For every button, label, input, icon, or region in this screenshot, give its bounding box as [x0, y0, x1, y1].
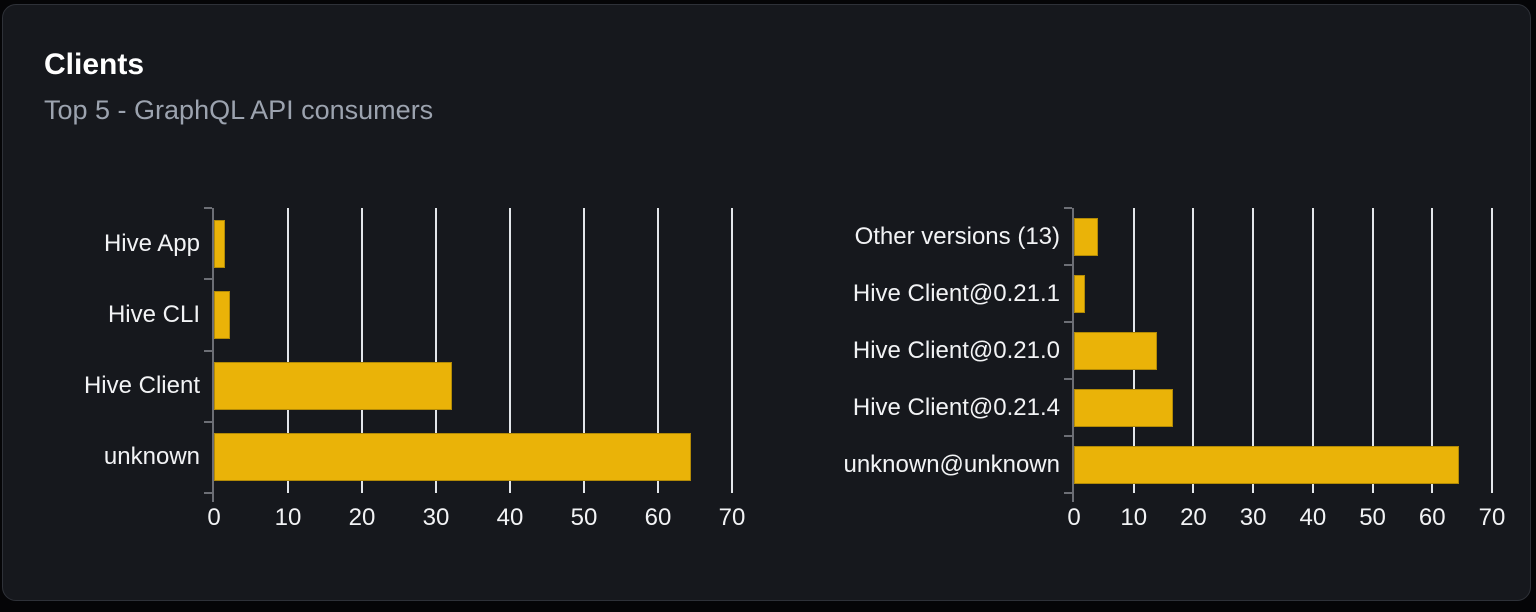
x-tick-label: 70: [1478, 504, 1506, 531]
card-subtitle: Top 5 - GraphQL API consumers: [44, 95, 434, 125]
category-label: Hive Client@0.21.1: [852, 280, 1060, 307]
y-axis-tick: [1064, 264, 1072, 266]
x-tick-label: 40: [1299, 504, 1327, 531]
bar[interactable]: [214, 291, 230, 339]
y-axis-line: [212, 208, 214, 502]
gridline: [435, 208, 437, 493]
category-label: Hive Client@0.21.0: [852, 337, 1060, 364]
x-tick-label: 30: [422, 504, 450, 531]
bar[interactable]: [1074, 389, 1173, 427]
gridline: [1491, 208, 1493, 493]
y-axis-tick: [1064, 207, 1072, 209]
x-tick-label: 50: [570, 504, 598, 531]
x-tick-label: 10: [1120, 504, 1148, 531]
gridline: [1252, 208, 1255, 493]
category-label: unknown@unknown: [843, 451, 1060, 478]
bar[interactable]: [214, 362, 452, 410]
gridline: [1371, 208, 1374, 493]
bar[interactable]: [214, 220, 225, 268]
category-label: Hive Client: [83, 372, 200, 399]
category-label: Hive CLI: [107, 301, 200, 328]
y-axis-tick: [204, 278, 212, 280]
gridline: [583, 208, 585, 493]
bar[interactable]: [1074, 275, 1085, 313]
bar[interactable]: [214, 433, 691, 481]
clients-by-name-chart: Hive App Hive CLI Hive Client unknown 0 10 20 3…: [3, 5, 1530, 600]
card-title: Clients: [44, 48, 145, 81]
clients-by-version-chart: Other versions (13) Hive Client@0.21.1 Hiv…: [3, 5, 1530, 600]
category-label: Hive App: [103, 230, 200, 257]
clients-card: Clients Top 5 - GraphQL API consumers Hi…: [2, 4, 1531, 601]
gridline: [1192, 208, 1195, 493]
x-tick-label: 50: [1359, 504, 1386, 531]
category-label: Other versions (13): [854, 223, 1060, 250]
y-axis-tick: [1064, 492, 1072, 494]
y-axis-tick: [204, 421, 212, 423]
bar[interactable]: [1074, 446, 1459, 484]
category-label: Hive Client@0.21.4: [852, 394, 1060, 421]
x-tick-label: 10: [274, 504, 302, 531]
gridline: [731, 208, 733, 493]
y-axis-tick: [1064, 321, 1072, 323]
x-tick-label: 40: [496, 504, 524, 531]
x-tick-label: 0: [1067, 504, 1081, 531]
y-axis-tick: [1064, 435, 1072, 437]
y-axis-tick: [1064, 378, 1072, 380]
bar[interactable]: [1074, 332, 1157, 370]
x-tick-label: 70: [718, 504, 746, 531]
gridline: [1311, 208, 1314, 493]
x-tick-label: 30: [1239, 504, 1267, 531]
y-axis-tick: [204, 492, 212, 494]
y-axis-line: [1072, 208, 1074, 502]
x-tick-label: 60: [644, 504, 672, 531]
category-label: unknown: [103, 443, 200, 470]
gridline: [1431, 208, 1434, 493]
bar[interactable]: [1074, 218, 1098, 256]
y-axis-tick: [204, 207, 212, 209]
gridline: [361, 208, 363, 493]
gridline: [657, 208, 659, 493]
x-tick-label: 20: [1180, 504, 1207, 531]
x-tick-label: 0: [207, 504, 221, 531]
x-tick-label: 20: [348, 504, 376, 531]
gridline: [509, 208, 511, 493]
y-axis-tick: [204, 350, 212, 352]
x-tick-label: 60: [1418, 504, 1446, 531]
gridline: [287, 208, 289, 493]
